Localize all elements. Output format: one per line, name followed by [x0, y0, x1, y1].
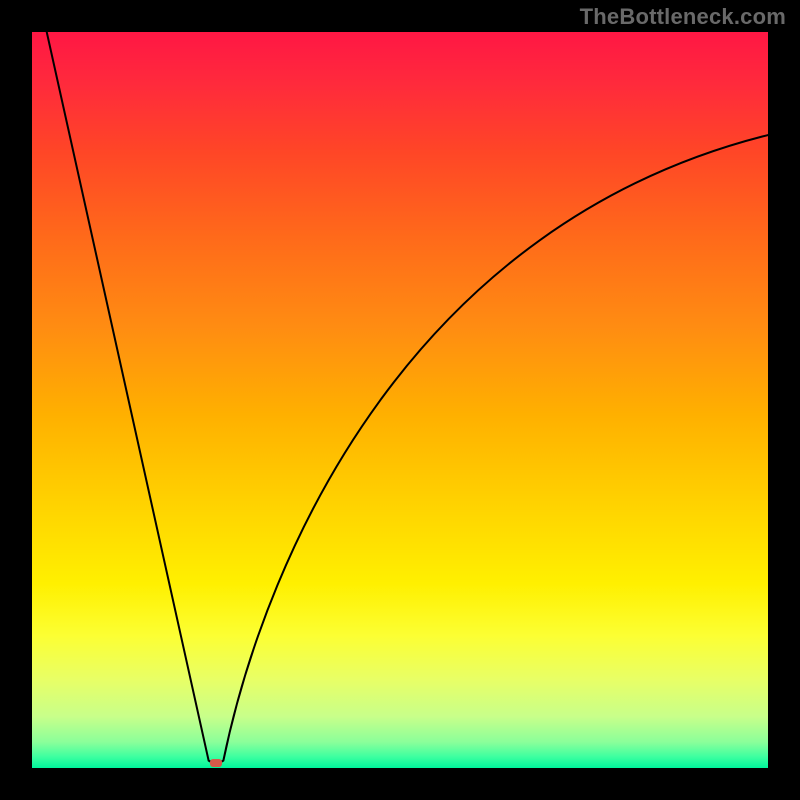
watermark-text: TheBottleneck.com: [580, 4, 786, 30]
optimal-point-marker: [210, 759, 222, 767]
chart-plot-area: [32, 32, 768, 768]
chart-background-gradient: [32, 32, 768, 768]
